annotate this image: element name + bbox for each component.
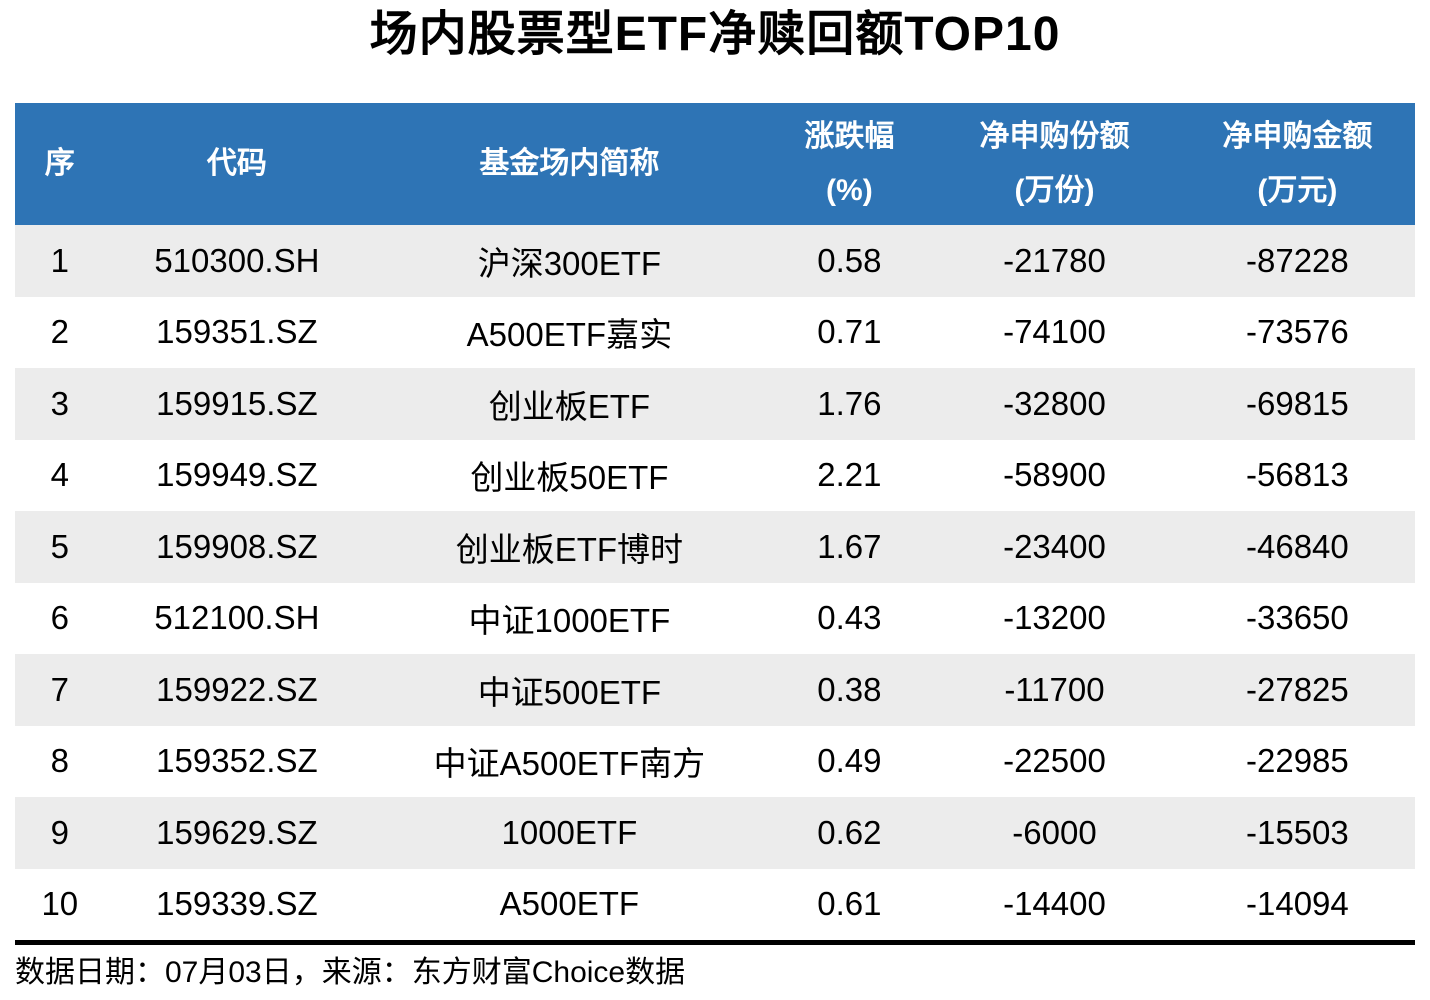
- table-header-row: 序代码 基金场内简称 涨跌幅 (%) 净申购份额 (万份) 净申购金额 (万元): [15, 103, 1415, 225]
- cell-net-purchase-shares: -11700: [1004, 670, 1105, 708]
- cell-code: 159949.SZ: [156, 456, 318, 494]
- cell-code: 159922.SZ: [156, 670, 318, 708]
- cell-net-purchase-amount: -27825: [1246, 670, 1349, 708]
- cell-rank: 10: [41, 885, 79, 923]
- cell-name: 中证1000ETF: [468, 602, 671, 640]
- cell-change-pct: 2.21: [817, 456, 882, 494]
- cell-net-purchase-shares: -74100: [1003, 313, 1106, 351]
- cell-code: 159351.SZ: [156, 313, 318, 351]
- cell-change-pct: 1.76: [817, 384, 882, 422]
- table-row: 8 159352.SZ 中证A500ETF南方 0.49 -22500 -22985: [15, 725, 1415, 797]
- table-row: 5 159908.SZ 创业板ETF博时 1.67 -23400 -46840: [15, 511, 1415, 583]
- cell-net-purchase-amount: -73576: [1246, 313, 1349, 351]
- cell-rank: 4: [50, 456, 69, 494]
- cell-change-pct: 0.58: [817, 241, 882, 279]
- cell-code: 159629.SZ: [156, 813, 318, 851]
- cell-rank: 2: [50, 313, 69, 351]
- cell-name: A500ETF: [499, 885, 640, 923]
- table-row: 1 510300.SH 沪深300ETF 0.58 -21780 -87228: [15, 225, 1415, 297]
- cell-rank: 7: [50, 670, 69, 708]
- cell-code: 159908.SZ: [156, 527, 318, 565]
- cell-name: A500ETF嘉实: [466, 316, 673, 354]
- cell-net-purchase-shares: -14400: [1003, 885, 1106, 923]
- cell-name: 中证500ETF: [477, 673, 662, 711]
- cell-net-purchase-amount: -14094: [1246, 885, 1349, 923]
- cell-net-purchase-shares: -23400: [1003, 527, 1106, 565]
- cell-net-purchase-amount: -15503: [1246, 813, 1349, 851]
- cell-rank: 3: [50, 384, 69, 422]
- table-header: 序代码 基金场内简称 涨跌幅 (%) 净申购份额 (万份) 净申购金额 (万元): [15, 103, 1415, 225]
- table-row: 10 159339.SZ A500ETF 0.61 -14400 -14094: [15, 868, 1415, 940]
- table-body: 1 510300.SH 沪深300ETF 0.58 -21780 -87228 2 15935…: [15, 225, 1415, 940]
- column-header-6: 净申购金额 (万元): [1179, 103, 1415, 225]
- cell-code: 159915.SZ: [156, 384, 318, 422]
- table-row: 4 159949.SZ 创业板50ETF 2.21 -58900 -56813: [15, 439, 1415, 511]
- cell-change-pct: 0.62: [817, 813, 882, 851]
- cell-net-purchase-shares: -22500: [1003, 742, 1106, 780]
- cell-change-pct: 0.43: [817, 599, 882, 637]
- cell-name: 中证A500ETF南方: [433, 745, 706, 783]
- cell-name: 创业板50ETF: [470, 459, 669, 497]
- table-row: 9 159629.SZ 1000ETF 0.62 -6000 -15503: [15, 797, 1415, 869]
- cell-net-purchase-amount: -46840: [1246, 527, 1349, 565]
- cell-net-purchase-shares: -58900: [1003, 456, 1106, 494]
- cell-name: 创业板ETF: [488, 387, 651, 425]
- footer-divider: [15, 940, 1415, 945]
- cell-net-purchase-shares: -6000: [1012, 813, 1097, 851]
- cell-change-pct: 0.49: [817, 742, 882, 780]
- cell-net-purchase-shares: -21780: [1003, 241, 1106, 279]
- cell-change-pct: 0.71: [817, 313, 882, 351]
- cell-net-purchase-shares: -32800: [1003, 384, 1106, 422]
- table-row: 7 159922.SZ 中证500ETF 0.38 -11700 -27825: [15, 654, 1415, 726]
- cell-net-purchase-amount: -69815: [1246, 384, 1349, 422]
- cell-change-pct: 0.61: [817, 885, 882, 923]
- source-note: 数据日期：07月03日，来源：东方财富Choice数据: [15, 956, 686, 989]
- column-header-4: 涨跌幅 (%): [769, 103, 930, 225]
- cell-rank: 1: [50, 241, 69, 279]
- cell-net-purchase-shares: -13200: [1003, 599, 1106, 637]
- cell-net-purchase-amount: -33650: [1246, 599, 1349, 637]
- cell-rank: 5: [50, 527, 69, 565]
- cell-change-pct: 0.38: [817, 670, 882, 708]
- cell-name: 创业板ETF博时: [455, 530, 684, 568]
- cell-change-pct: 1.67: [817, 527, 882, 565]
- cell-net-purchase-amount: -22985: [1246, 742, 1349, 780]
- table-row: 2 159351.SZ A500ETF嘉实 0.71 -74100 -73576: [15, 296, 1415, 368]
- column-header-5: 净申购份额 (万份): [929, 103, 1180, 225]
- column-header-1: 序: [15, 103, 105, 225]
- cell-code: 512100.SH: [154, 599, 320, 637]
- cell-name: 1000ETF: [501, 813, 638, 851]
- table-row: 3 159915.SZ 创业板ETF 1.76 -32800 -69815: [15, 368, 1415, 440]
- column-header-3: 基金场内简称: [369, 103, 770, 225]
- cell-name: 沪深300ETF: [477, 244, 662, 282]
- table-row: 6 512100.SH 中证1000ETF 0.43 -13200 -33650: [15, 582, 1415, 654]
- cell-rank: 6: [50, 599, 69, 637]
- cell-rank: 8: [50, 742, 69, 780]
- cell-rank: 9: [50, 813, 69, 851]
- etf-table: 序代码 基金场内简称 涨跌幅 (%) 净申购份额 (万份) 净申购金额 (万元) 1 51030…: [15, 103, 1415, 940]
- cell-net-purchase-amount: -56813: [1246, 456, 1349, 494]
- column-header-2: 代码: [104, 103, 370, 225]
- cell-code: 159339.SZ: [156, 885, 318, 923]
- cell-net-purchase-amount: -87228: [1246, 241, 1349, 279]
- page-title: 场内股票型ETF净赎回额TOP10: [369, 8, 1061, 61]
- cell-code: 159352.SZ: [156, 742, 318, 780]
- cell-code: 510300.SH: [154, 241, 320, 279]
